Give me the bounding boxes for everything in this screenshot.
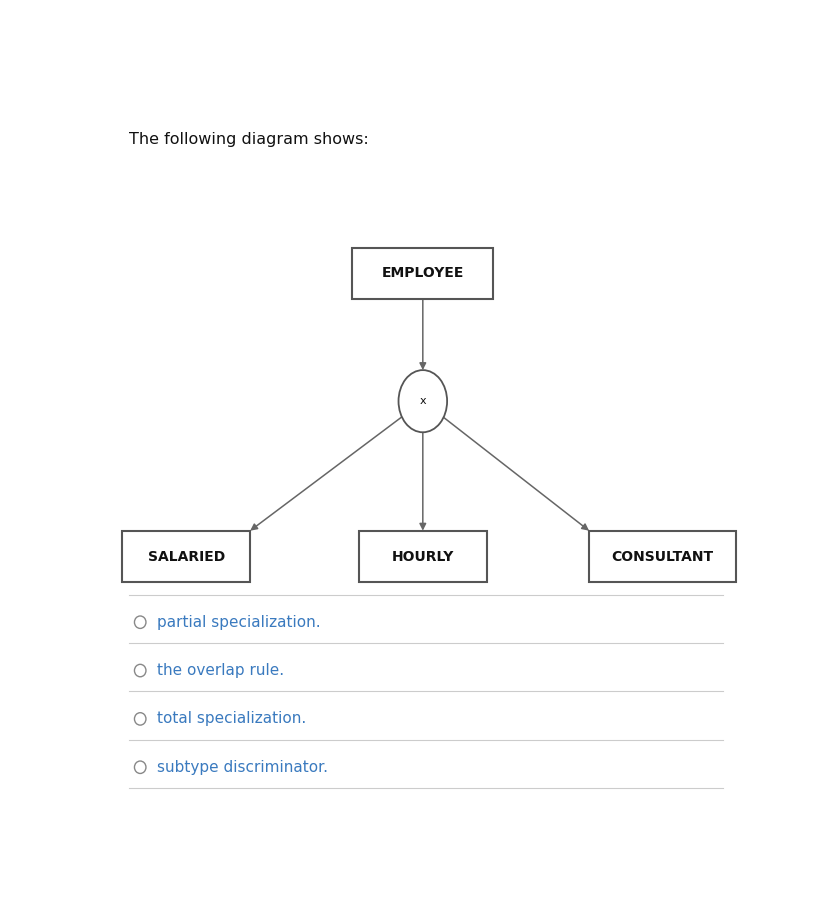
Bar [589,531,736,582]
Ellipse shape [398,370,447,432]
Ellipse shape [134,616,146,629]
Ellipse shape [134,713,146,725]
Text: the overlap rule.: the overlap rule. [158,663,285,678]
Text: The following diagram shows:: The following diagram shows: [129,132,369,147]
Ellipse shape [134,761,146,773]
Bar [352,248,493,300]
Text: CONSULTANT: CONSULTANT [611,550,714,563]
Text: HOURLY: HOURLY [392,550,454,563]
Text: EMPLOYEE: EMPLOYEE [382,266,464,281]
Text: x: x [419,396,427,406]
Ellipse shape [134,665,146,676]
Text: SALARIED: SALARIED [148,550,225,563]
Bar [122,531,250,582]
Text: partial specialization.: partial specialization. [158,614,321,630]
Text: total specialization.: total specialization. [158,711,307,727]
Bar [359,531,487,582]
Text: subtype discriminator.: subtype discriminator. [158,760,328,775]
